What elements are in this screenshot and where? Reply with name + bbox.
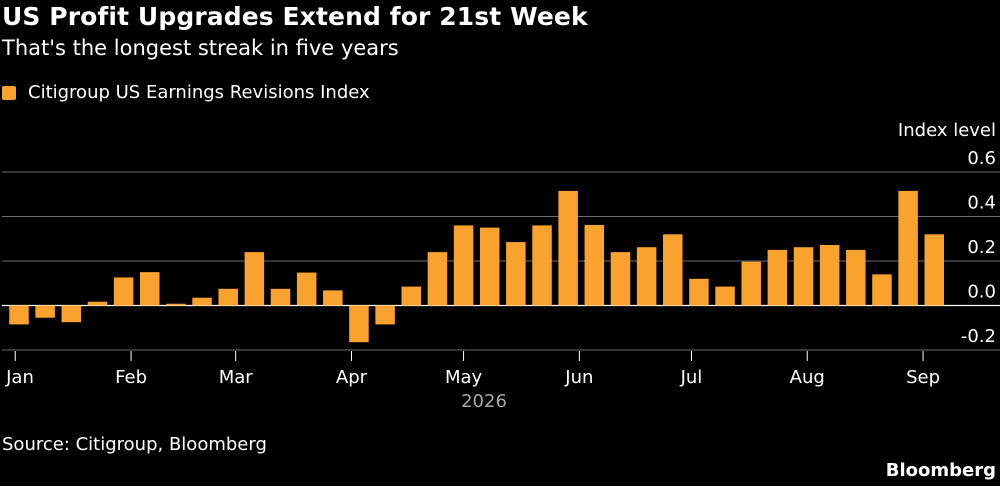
bar bbox=[715, 286, 735, 306]
bar bbox=[819, 244, 840, 306]
bar bbox=[61, 305, 82, 323]
bar bbox=[113, 277, 134, 306]
source-note: Source: Citigroup, Bloomberg bbox=[2, 434, 267, 455]
x-tick-label: Jul bbox=[680, 367, 703, 388]
bar bbox=[401, 286, 422, 306]
y-tick-label: 0.4 bbox=[967, 193, 996, 214]
bar bbox=[663, 234, 683, 306]
y-tick-labels: -0.2 0.0 0.2 0.4 0.6 bbox=[961, 148, 996, 347]
bar bbox=[349, 305, 369, 343]
x-tick-label: Aug bbox=[790, 367, 825, 388]
bar bbox=[767, 249, 788, 306]
x-tick-label: May bbox=[445, 367, 483, 388]
y-tick-label: 0.6 bbox=[967, 148, 996, 169]
x-tick-label: Sep bbox=[906, 367, 940, 388]
bar bbox=[689, 278, 709, 306]
bar bbox=[872, 274, 892, 306]
bar bbox=[479, 227, 500, 306]
bar bbox=[35, 305, 55, 318]
legend-label: Citigroup US Earnings Revisions Index bbox=[28, 82, 370, 103]
bar bbox=[296, 272, 317, 306]
chart-title: US Profit Upgrades Extend for 21st Week bbox=[2, 2, 588, 31]
x-year-label: 2026 bbox=[461, 391, 507, 412]
x-tick-label: Jan bbox=[5, 367, 34, 388]
bar bbox=[87, 301, 108, 306]
bar bbox=[898, 190, 918, 306]
legend: Citigroup US Earnings Revisions Index bbox=[2, 82, 370, 103]
bar bbox=[793, 247, 814, 306]
bar bbox=[558, 190, 578, 306]
x-tick-label: Apr bbox=[336, 367, 368, 388]
legend-swatch bbox=[2, 85, 16, 100]
y-tick-label: -0.2 bbox=[961, 326, 996, 347]
y-tick-label: 0.0 bbox=[967, 282, 996, 303]
x-tick-label: Mar bbox=[219, 367, 254, 388]
x-ticks: Jan Feb Mar Apr May Jun Jul Aug Sep bbox=[5, 351, 940, 388]
bar bbox=[218, 288, 238, 306]
bloomberg-logo: Bloomberg bbox=[885, 460, 996, 481]
bar bbox=[636, 247, 657, 306]
bar bbox=[532, 225, 552, 306]
bar bbox=[244, 252, 265, 306]
x-tick-label: Jun bbox=[564, 367, 593, 388]
chart-subtitle: That's the longest streak in five years bbox=[2, 36, 399, 60]
y-axis-label: Index level bbox=[897, 120, 996, 141]
bar bbox=[453, 225, 474, 306]
bar bbox=[741, 261, 761, 306]
bar bbox=[166, 303, 186, 306]
bar bbox=[427, 252, 448, 306]
bar bbox=[584, 224, 605, 306]
bar bbox=[375, 305, 395, 325]
bar bbox=[192, 297, 212, 306]
bar bbox=[140, 272, 160, 306]
bar bbox=[506, 242, 526, 306]
bar bbox=[323, 290, 343, 306]
bars bbox=[9, 190, 945, 343]
bar bbox=[924, 234, 945, 306]
bar bbox=[270, 288, 291, 306]
x-tick-label: Feb bbox=[115, 367, 147, 388]
bar bbox=[9, 305, 29, 325]
y-tick-label: 0.2 bbox=[967, 237, 996, 258]
bar bbox=[610, 252, 631, 306]
bar bbox=[846, 249, 866, 306]
